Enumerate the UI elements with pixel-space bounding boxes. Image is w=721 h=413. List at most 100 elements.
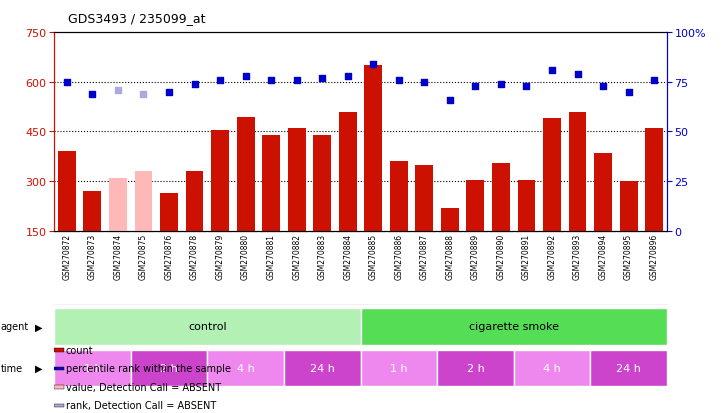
Bar: [54, 367, 64, 370]
Point: [291, 77, 302, 84]
Point: [572, 71, 583, 78]
Bar: [131, 350, 208, 386]
Text: GSM270873: GSM270873: [88, 233, 97, 280]
Bar: [543, 119, 561, 231]
Text: GSM270889: GSM270889: [471, 233, 480, 280]
Point: [547, 67, 558, 74]
Point: [317, 75, 328, 82]
Text: GSM270887: GSM270887: [420, 233, 429, 280]
Text: GSM270879: GSM270879: [216, 233, 224, 280]
Bar: [518, 180, 536, 231]
Text: GDS3493 / 235099_at: GDS3493 / 235099_at: [68, 12, 206, 25]
Point: [163, 89, 174, 96]
Bar: [513, 350, 590, 386]
Point: [61, 79, 73, 86]
Bar: [390, 162, 408, 231]
Text: agent: agent: [1, 322, 29, 332]
Text: GSM270886: GSM270886: [394, 233, 403, 280]
Text: GSM270888: GSM270888: [446, 233, 454, 280]
Point: [623, 89, 634, 96]
Bar: [590, 350, 667, 386]
Bar: [594, 154, 612, 231]
Bar: [54, 309, 360, 345]
Text: GSM270880: GSM270880: [241, 233, 250, 280]
Bar: [185, 172, 203, 231]
Bar: [313, 135, 331, 231]
Bar: [211, 131, 229, 231]
Text: value, Detection Call = ABSENT: value, Detection Call = ABSENT: [66, 382, 221, 392]
Bar: [109, 178, 127, 231]
Bar: [54, 350, 131, 386]
Bar: [364, 66, 382, 231]
Point: [444, 97, 456, 104]
Text: 24 h: 24 h: [616, 363, 641, 373]
Text: 2 h: 2 h: [160, 363, 178, 373]
Text: rank, Detection Call = ABSENT: rank, Detection Call = ABSENT: [66, 400, 216, 410]
Text: percentile rank within the sample: percentile rank within the sample: [66, 363, 231, 373]
Text: time: time: [1, 363, 23, 373]
Text: GSM270884: GSM270884: [343, 233, 353, 280]
Point: [189, 81, 200, 88]
Point: [648, 77, 660, 84]
Text: GSM270892: GSM270892: [547, 233, 557, 280]
Text: GSM270882: GSM270882: [292, 233, 301, 280]
Text: control: control: [188, 322, 226, 332]
Point: [368, 62, 379, 68]
Bar: [54, 385, 64, 389]
Text: 2 h: 2 h: [466, 363, 485, 373]
Bar: [441, 208, 459, 231]
Bar: [360, 309, 667, 345]
Text: GSM270874: GSM270874: [113, 233, 123, 280]
Bar: [415, 165, 433, 231]
Point: [214, 77, 226, 84]
Point: [138, 91, 149, 98]
Bar: [135, 172, 152, 231]
Bar: [236, 117, 255, 231]
Text: cigarette smoke: cigarette smoke: [469, 322, 559, 332]
Text: GSM270894: GSM270894: [598, 233, 608, 280]
Bar: [58, 152, 76, 231]
Bar: [360, 350, 437, 386]
Point: [469, 83, 481, 90]
Bar: [619, 182, 637, 231]
Text: 1 h: 1 h: [390, 363, 407, 373]
Text: count: count: [66, 345, 93, 355]
Point: [495, 81, 507, 88]
Text: 4 h: 4 h: [543, 363, 561, 373]
Text: GSM270885: GSM270885: [368, 233, 378, 280]
Bar: [208, 350, 284, 386]
Bar: [339, 112, 357, 231]
Bar: [54, 348, 64, 352]
Point: [393, 77, 404, 84]
Bar: [492, 164, 510, 231]
Bar: [262, 135, 280, 231]
Text: 4 h: 4 h: [236, 363, 255, 373]
Text: GSM270872: GSM270872: [62, 233, 71, 280]
Text: GSM270875: GSM270875: [139, 233, 148, 280]
Text: 24 h: 24 h: [310, 363, 335, 373]
Text: ▶: ▶: [35, 363, 42, 373]
Bar: [54, 404, 64, 407]
Text: GSM270891: GSM270891: [522, 233, 531, 280]
Point: [112, 87, 124, 94]
Bar: [645, 129, 663, 231]
Point: [240, 74, 252, 80]
Text: GSM270890: GSM270890: [497, 233, 505, 280]
Point: [521, 83, 532, 90]
Point: [87, 91, 98, 98]
Text: GSM270878: GSM270878: [190, 233, 199, 280]
Point: [342, 74, 353, 80]
Text: 1 h: 1 h: [84, 363, 101, 373]
Text: GSM270881: GSM270881: [267, 233, 275, 280]
Bar: [160, 193, 178, 231]
Bar: [466, 180, 485, 231]
Point: [265, 77, 277, 84]
Text: GSM270895: GSM270895: [624, 233, 633, 280]
Bar: [84, 192, 102, 231]
Text: ▶: ▶: [35, 322, 42, 332]
Point: [419, 79, 430, 86]
Bar: [569, 112, 586, 231]
Point: [597, 83, 609, 90]
Text: GSM270876: GSM270876: [164, 233, 174, 280]
Bar: [437, 350, 513, 386]
